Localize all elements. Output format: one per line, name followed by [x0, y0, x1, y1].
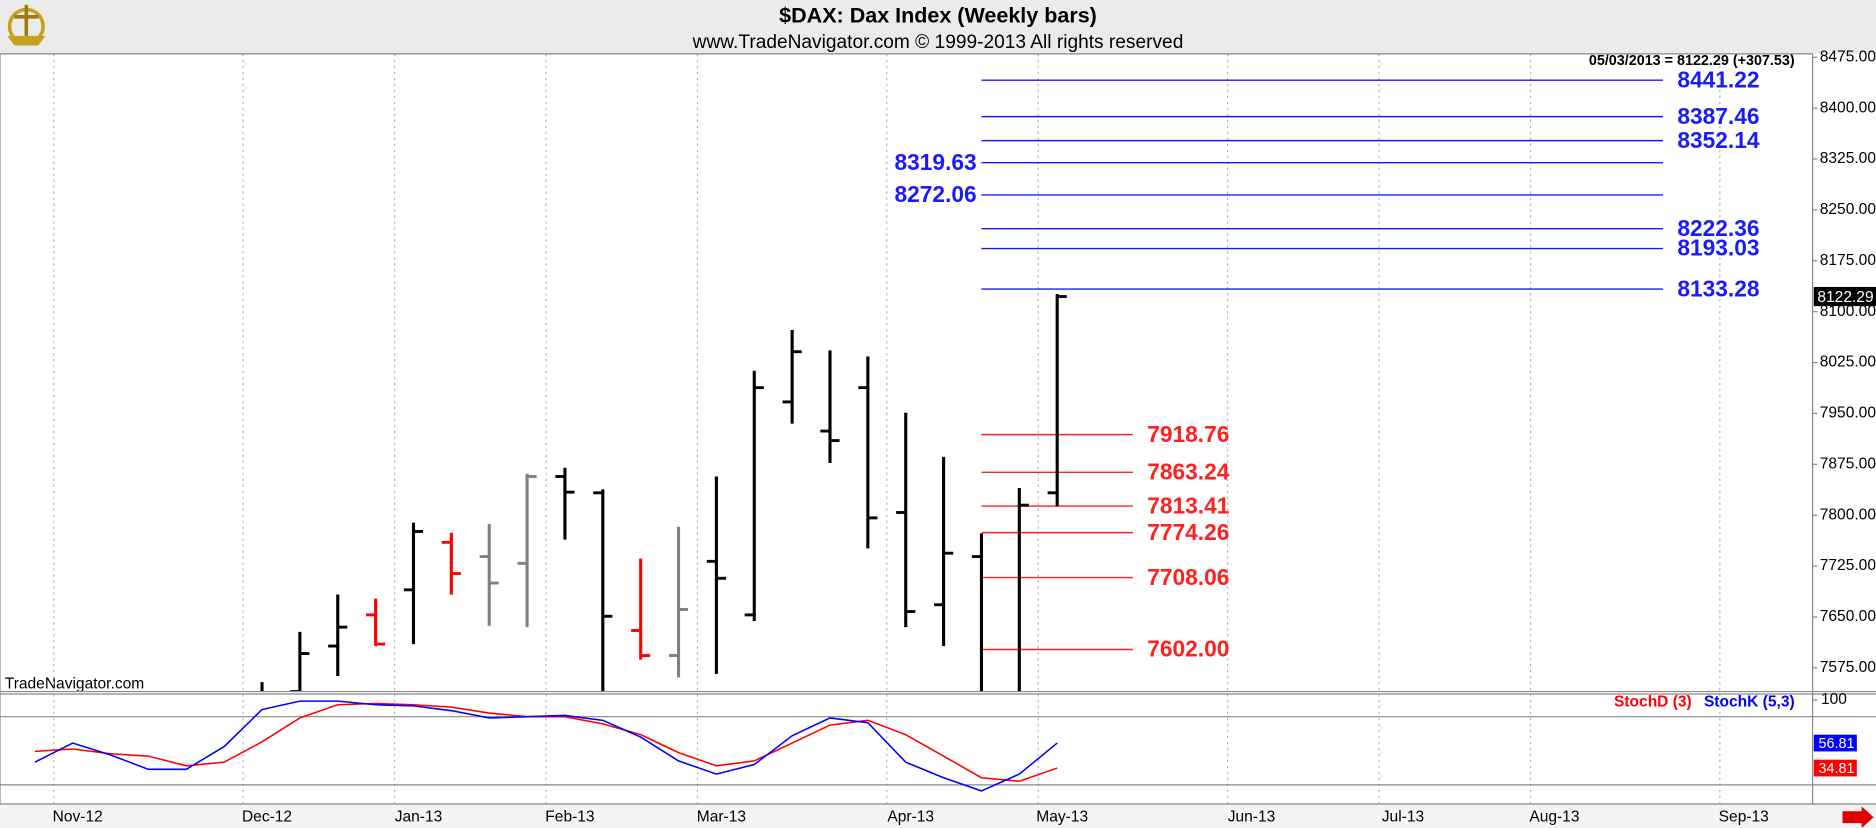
- y-tick-label: 8475.00: [1820, 48, 1876, 65]
- level-label: 8387.46: [1677, 103, 1759, 129]
- level-label: 8193.03: [1677, 235, 1759, 261]
- level-label: 7708.06: [1147, 564, 1229, 590]
- logo: [7, 4, 46, 46]
- y-tick-label: 7650.00: [1820, 608, 1876, 625]
- last-value-label: 56.81: [1819, 736, 1855, 752]
- x-tick-label: Sep-13: [1719, 808, 1769, 825]
- y-tick-label: 7800.00: [1820, 506, 1876, 523]
- level-label: 8222.36: [1677, 215, 1759, 241]
- y-tick-label: 7950.00: [1820, 405, 1876, 422]
- header-band: [0, 0, 1876, 54]
- y-tick-label: 7725.00: [1820, 557, 1876, 574]
- chart-subtitle: www.TradeNavigator.com © 1999-2013 All r…: [692, 32, 1184, 53]
- level-label: 8352.14: [1677, 127, 1759, 153]
- x-tick-label: Jun-13: [1228, 808, 1276, 825]
- y-tick-label: 8025.00: [1820, 354, 1876, 371]
- legend-entry: StochD (3): [1614, 693, 1692, 710]
- level-label: 8319.63: [895, 149, 977, 175]
- y-tick-label: 8325.00: [1820, 150, 1876, 167]
- legend-entry: StochK (5,3): [1704, 693, 1795, 710]
- y-tick-label: 7575.00: [1820, 659, 1876, 676]
- grid: [0, 53, 1876, 805]
- last-price-box: [1813, 286, 1876, 307]
- x-tick-label: Jan-13: [395, 808, 443, 825]
- last-value-box: [1813, 759, 1857, 777]
- x-tick-label: Dec-12: [242, 808, 292, 825]
- x-tick-label: Mar-13: [697, 808, 746, 825]
- last-price-label: 8122.29: [1817, 289, 1873, 306]
- price-panel: [260, 79, 1664, 692]
- y-tick-label: 8250.00: [1820, 201, 1876, 218]
- series-line: [34, 700, 1058, 792]
- level-label: 7863.24: [1147, 458, 1229, 484]
- y-tick-label: 8100.00: [1820, 303, 1876, 320]
- level-label: 7774.26: [1147, 519, 1229, 545]
- level-label: 8441.22: [1677, 66, 1759, 92]
- scroll-arrow[interactable]: [1842, 806, 1874, 828]
- last-value-label: 34.81: [1819, 761, 1855, 777]
- level-label: 7602.00: [1147, 636, 1229, 662]
- last-value-box: [1813, 734, 1857, 752]
- y-tick-label: 8400.00: [1820, 99, 1876, 116]
- y-tick-label: 7875.00: [1820, 455, 1876, 472]
- chart-title: $DAX: Dax Index (Weekly bars): [779, 3, 1097, 27]
- level-label: 8272.06: [895, 181, 977, 207]
- watermark: TradeNavigator.com: [5, 676, 144, 693]
- y-tick-label: 8175.00: [1820, 252, 1876, 269]
- x-tick-label: Aug-13: [1529, 808, 1579, 825]
- stoch-panel: [34, 700, 1058, 792]
- level-label: 7813.41: [1147, 492, 1229, 518]
- x-tick-label: Feb-13: [545, 808, 594, 825]
- axes: 8475.00 8400.00 8325.00 8250.00 8175.00 8100.…: [0, 48, 1876, 825]
- x-tick-label: Jul-13: [1382, 808, 1424, 825]
- x-tick-label: Nov-12: [53, 808, 103, 825]
- level-label: 8133.28: [1677, 275, 1759, 301]
- annotation: 05/03/2013 = 8122.29 (+307.53): [1589, 53, 1795, 69]
- x-axis-band: [0, 804, 1876, 828]
- x-tick-label: May-13: [1036, 808, 1088, 825]
- y-tick-label: 100: [1821, 691, 1847, 708]
- level-label: 7918.76: [1147, 421, 1229, 447]
- x-tick-label: Apr-13: [887, 808, 934, 825]
